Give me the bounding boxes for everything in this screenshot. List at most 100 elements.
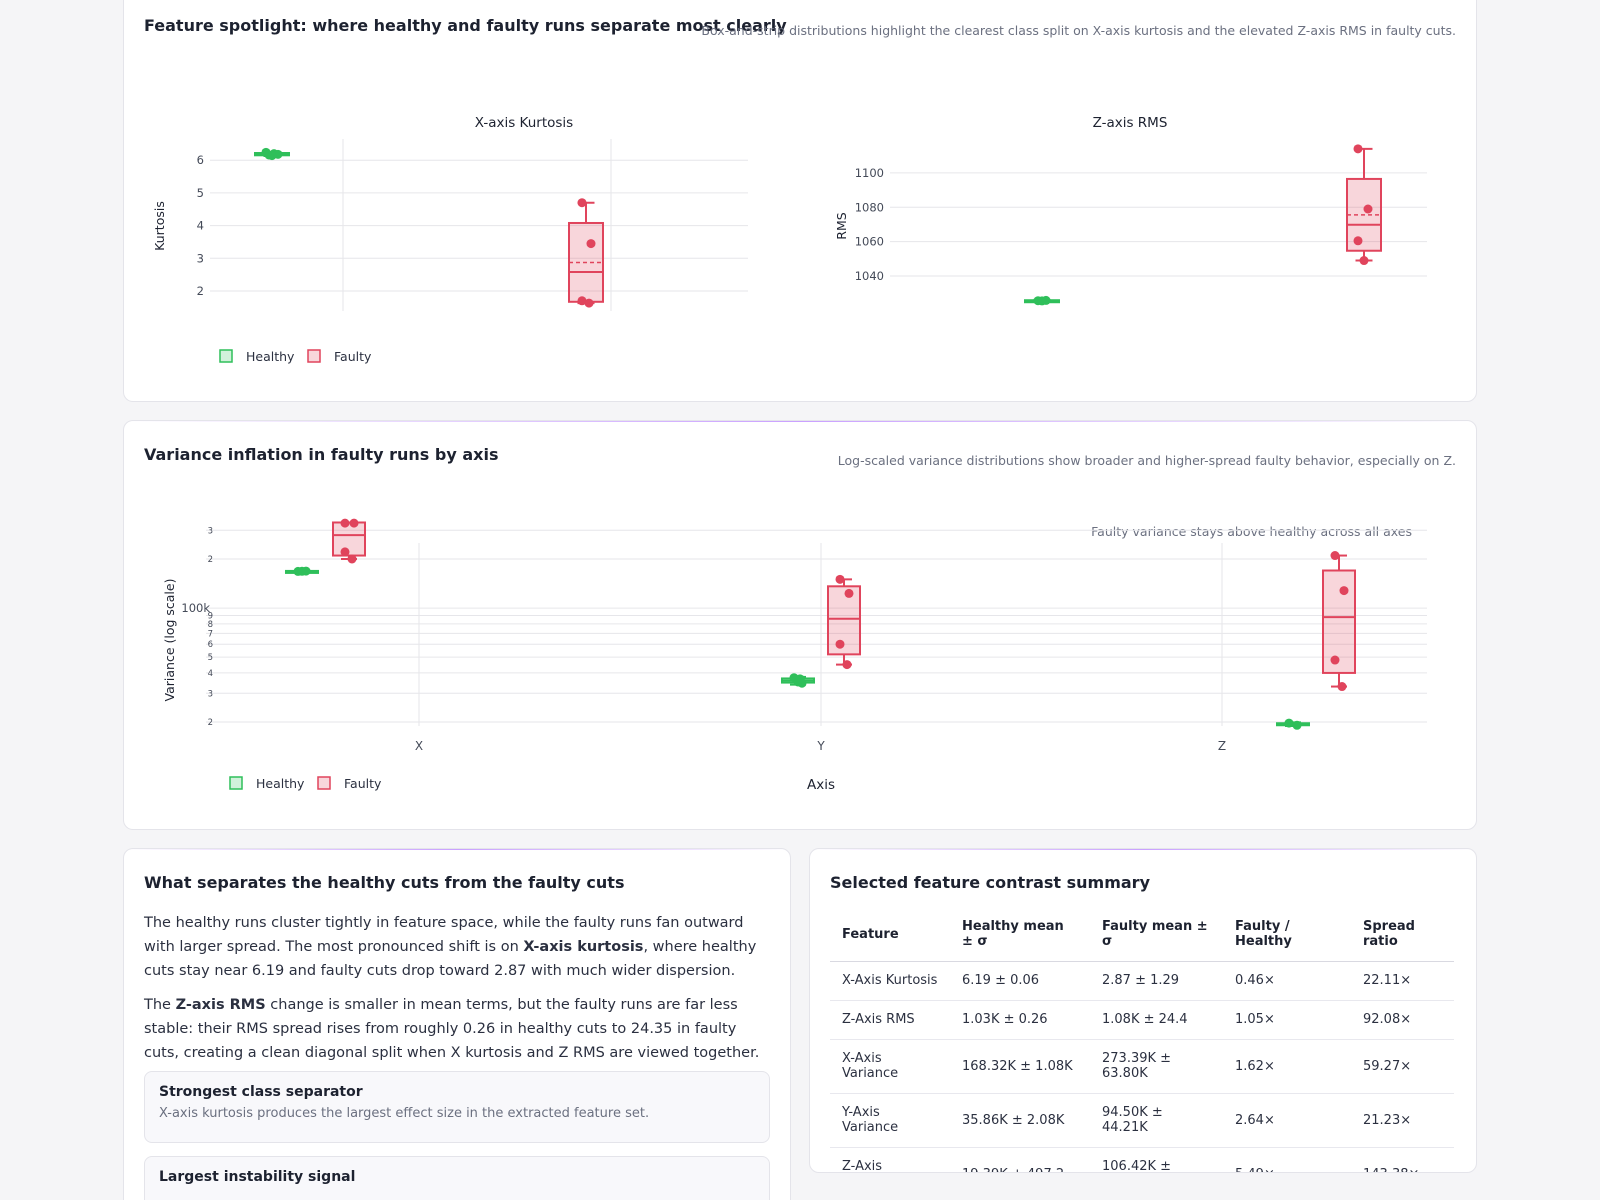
variance-subtitle: Log-scaled variance distributions show b… — [837, 453, 1456, 468]
y-tick-label: 5 — [208, 653, 213, 663]
story-paragraph-2: The Z-axis RMS change is smaller in mean… — [144, 997, 760, 1061]
data-point — [340, 547, 350, 557]
data-point — [340, 518, 350, 528]
y-tick-label: 2 — [208, 555, 213, 565]
table-cell: 59.27× — [1351, 1039, 1454, 1094]
table-cell: 94.50K ± 44.21K — [1090, 1093, 1223, 1148]
legend-label-faulty: Faulty — [344, 776, 382, 791]
table-cell: 273.39K ± 63.80K — [1090, 1039, 1223, 1094]
y-axis-label-rms: RMS — [834, 212, 849, 239]
faulty-box — [1346, 144, 1382, 266]
y-axis-label-variance: Variance (log scale) — [162, 579, 177, 702]
y-tick-label: 8 — [208, 620, 213, 630]
legend-label-healthy: Healthy — [246, 349, 295, 364]
data-point — [1330, 655, 1340, 665]
x-tick-label: Y — [816, 739, 825, 753]
healthy-box — [285, 566, 319, 576]
y-tick-label: 4 — [208, 669, 213, 679]
table-cell: 1.62× — [1223, 1039, 1351, 1094]
y-tick-label: 9 — [208, 612, 213, 622]
data-point — [297, 566, 307, 576]
column-header: Feature — [830, 907, 950, 962]
column-header: Faulty mean ± σ — [1090, 907, 1223, 962]
y-tick-label: 3 — [197, 251, 204, 265]
emphasis-x-kurtosis: X-axis kurtosis — [523, 939, 644, 955]
y-tick-label: 6 — [208, 640, 213, 650]
table-cell: Z-Axis RMS — [830, 1000, 950, 1040]
column-header: Faulty / Healthy — [1223, 907, 1351, 962]
data-point — [1353, 144, 1363, 154]
faulty-box — [1322, 551, 1356, 692]
legend-label-healthy: Healthy — [256, 776, 305, 791]
table-cell: 35.86K ± 2.08K — [950, 1093, 1090, 1148]
y-tick-label: 5 — [197, 186, 204, 200]
table-row: X-Axis Variance 168.32K ± 1.08K 273.39K … — [830, 1039, 1454, 1094]
table-cell: Z-Axis Variance — [842, 1159, 883, 1173]
callout-instability-signal: Largest instability signal — [144, 1156, 770, 1200]
data-point — [1292, 720, 1302, 730]
table-cell: X-Axis Variance — [830, 1039, 950, 1094]
data-point — [1037, 296, 1047, 306]
data-point — [584, 298, 594, 308]
y-axis-label-kurtosis: Kurtosis — [152, 201, 167, 251]
story-card: What separates the healthy cuts from the… — [123, 848, 791, 1200]
card-accent — [810, 849, 1476, 850]
faulty-box — [827, 574, 861, 670]
data-point — [1359, 256, 1369, 266]
data-point — [1330, 551, 1340, 561]
data-point — [1339, 586, 1349, 596]
spotlight-title: Feature spotlight: where healthy and fau… — [144, 16, 787, 35]
story-title: What separates the healthy cuts from the… — [144, 873, 625, 892]
chart-annotation: Faulty variance stays above healthy acro… — [1091, 524, 1412, 539]
table-cell: 21.23× — [1351, 1093, 1454, 1148]
table-cell: 1.05× — [1223, 1000, 1351, 1040]
y-tick-label: 3 — [208, 526, 213, 536]
table-cell: 143.38× — [1351, 1148, 1454, 1173]
callout-strongest-separator: Strongest class separator X-axis kurtosi… — [144, 1071, 770, 1143]
legend-label-faulty: Faulty — [334, 349, 372, 364]
legend-swatch-healthy — [219, 349, 233, 363]
variance-chart: Faulty variance stays above healthy acro… — [162, 518, 1427, 793]
table-row: Z-Axis RMS 1.03K ± 0.26 1.08K ± 24.4 1.0… — [830, 1000, 1454, 1040]
summary-card: Selected feature contrast summary Featur… — [809, 848, 1477, 1173]
y-tick-label: 2 — [197, 284, 204, 298]
y-tick-label: 6 — [197, 153, 204, 167]
table-row: Y-Axis Variance 35.86K ± 2.08K 94.50K ± … — [830, 1093, 1454, 1148]
x-axis-label: Axis — [807, 777, 835, 793]
table-cell: 0.46× — [1223, 961, 1351, 1001]
data-point — [347, 554, 357, 564]
data-point — [267, 151, 277, 161]
data-point — [1284, 718, 1294, 728]
y-tick-label: 1080 — [855, 200, 884, 214]
column-header: Spread ratio — [1351, 907, 1454, 962]
feature-spotlight-card: Feature spotlight: where healthy and fau… — [123, 0, 1477, 402]
callout-title: Largest instability signal — [159, 1169, 356, 1185]
data-point — [577, 296, 587, 306]
x-tick-label: Z — [1218, 739, 1226, 753]
table-cell: 19.39K ± 497.2 — [950, 1148, 1090, 1173]
card-accent — [124, 421, 1476, 422]
table-cell: Y-Axis Variance — [830, 1093, 950, 1148]
healthy-box — [1276, 718, 1310, 730]
card-accent — [124, 849, 790, 850]
healthy-box — [254, 147, 290, 161]
callout-text: X-axis kurtosis produces the largest eff… — [159, 1106, 650, 1121]
data-point — [842, 660, 852, 670]
data-point — [835, 639, 845, 649]
legend-swatch-faulty — [307, 349, 321, 363]
spotlight-chart: X-axis Kurtosis Kurtosis 2 3 4 5 6 Z-axis RMS RM… — [152, 115, 1427, 364]
table-cell: 2.64× — [1223, 1093, 1351, 1148]
panel-title-kurtosis: X-axis Kurtosis — [475, 115, 573, 131]
y-tick-label: 7 — [208, 629, 213, 639]
story-paragraph-1: The healthy runs cluster tightly in feat… — [144, 915, 757, 979]
y-tick-label: 1040 — [855, 269, 884, 283]
table-cell: 106.42K ± 71.29K — [1102, 1159, 1172, 1173]
data-point — [1353, 236, 1363, 246]
table-cell: X-Axis Kurtosis — [830, 961, 950, 1001]
table-cell: 5.49× — [1223, 1148, 1351, 1173]
y-tick-label: 1060 — [855, 235, 884, 249]
y-tick-label: 100k — [181, 601, 210, 615]
y-tick-label: 3 — [208, 689, 213, 699]
table-header-row: Feature Healthy mean ± σ Faulty mean ± σ… — [830, 907, 1454, 962]
variance-card: Variance inflation in faulty runs by axi… — [123, 420, 1477, 830]
